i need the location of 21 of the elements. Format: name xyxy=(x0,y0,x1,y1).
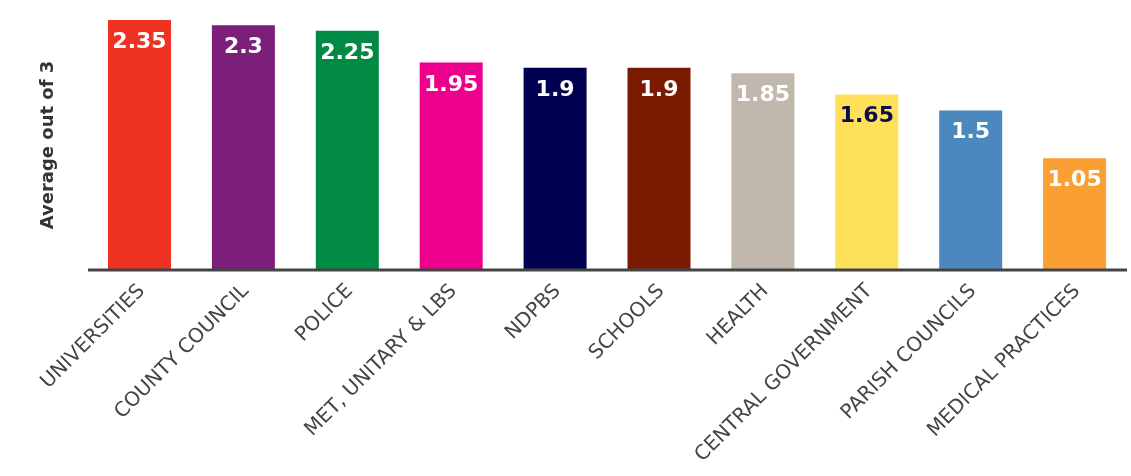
y-axis-title: Average out of 3 xyxy=(35,60,57,230)
data-label: 1.85 xyxy=(735,81,791,107)
data-label: 1.05 xyxy=(1047,166,1102,192)
data-label: 2.3 xyxy=(223,33,263,59)
data-label: 2.25 xyxy=(320,38,375,64)
bar xyxy=(315,30,379,270)
data-label: 1.9 xyxy=(535,75,575,101)
bar xyxy=(108,20,171,270)
bar xyxy=(627,67,691,270)
bar xyxy=(211,25,275,270)
bar xyxy=(835,94,899,270)
bar xyxy=(523,67,587,270)
data-label: 1.9 xyxy=(639,75,679,101)
data-label: 1.5 xyxy=(951,118,991,144)
bar xyxy=(731,73,795,270)
bar xyxy=(1043,158,1107,270)
bar xyxy=(939,110,1003,270)
data-label: 1.65 xyxy=(839,102,894,128)
bar xyxy=(419,62,483,270)
data-label: 1.95 xyxy=(424,70,479,96)
data-label: 2.35 xyxy=(112,28,167,53)
